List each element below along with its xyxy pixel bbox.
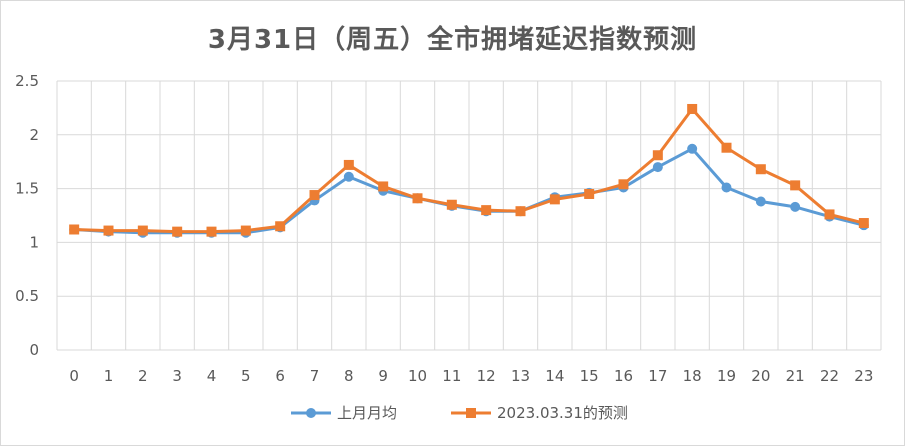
data-point bbox=[652, 162, 663, 173]
data-point bbox=[790, 201, 801, 212]
legend-label: 2023.03.31的预测 bbox=[497, 404, 628, 422]
data-point bbox=[687, 103, 698, 114]
data-point bbox=[343, 159, 354, 170]
data-point bbox=[206, 226, 217, 237]
x-tick-label: 20 bbox=[751, 367, 770, 385]
data-point bbox=[687, 143, 698, 154]
data-point bbox=[755, 196, 766, 207]
chart-title: 3月31日（周五）全市拥堵延迟指数预测 bbox=[207, 25, 698, 55]
data-point bbox=[343, 171, 354, 182]
data-point bbox=[481, 205, 492, 216]
x-tick-label: 22 bbox=[820, 367, 839, 385]
data-point bbox=[137, 225, 148, 236]
legend-item-2: 2023.03.31的预测 bbox=[451, 404, 628, 422]
y-tick-label: 1.5 bbox=[15, 180, 39, 198]
y-tick-label: 0.5 bbox=[15, 287, 39, 305]
x-tick-label: 2 bbox=[138, 367, 148, 385]
series-line bbox=[74, 107, 865, 234]
x-tick-label: 12 bbox=[477, 367, 496, 385]
x-tick-label: 16 bbox=[614, 367, 633, 385]
x-tick-label: 10 bbox=[408, 367, 427, 385]
x-tick-label: 21 bbox=[786, 367, 805, 385]
x-tick-label: 23 bbox=[854, 367, 873, 385]
x-tick-label: 3 bbox=[172, 367, 182, 385]
data-point bbox=[515, 206, 526, 217]
x-tick-label: 11 bbox=[442, 367, 461, 385]
y-tick-label: 0 bbox=[29, 341, 39, 359]
x-tick-label: 6 bbox=[275, 367, 285, 385]
data-point bbox=[69, 224, 80, 235]
legend-label: 上月月均 bbox=[337, 404, 397, 422]
data-point bbox=[721, 182, 732, 193]
data-point bbox=[790, 180, 801, 191]
x-tick-label: 13 bbox=[511, 367, 530, 385]
data-point bbox=[858, 218, 869, 229]
y-tick-label: 2 bbox=[29, 126, 39, 144]
data-point bbox=[412, 193, 423, 204]
data-point bbox=[275, 221, 286, 232]
data-point bbox=[172, 226, 183, 237]
data-point bbox=[584, 188, 595, 199]
x-tick-label: 4 bbox=[207, 367, 217, 385]
data-point bbox=[240, 225, 251, 236]
y-axis-ticks: 0 0.5 1 1.5 2 2.5 bbox=[15, 72, 39, 359]
x-tick-label: 15 bbox=[580, 367, 599, 385]
x-tick-label: 9 bbox=[378, 367, 388, 385]
x-tick-label: 19 bbox=[717, 367, 736, 385]
legend: 上月月均 2023.03.31的预测 bbox=[291, 404, 628, 422]
x-tick-label: 18 bbox=[683, 367, 702, 385]
legend-marker bbox=[466, 408, 476, 418]
data-point bbox=[309, 190, 320, 201]
data-point bbox=[549, 194, 560, 205]
data-point bbox=[446, 199, 457, 210]
data-point bbox=[721, 142, 732, 153]
x-tick-label: 14 bbox=[545, 367, 564, 385]
legend-marker bbox=[306, 408, 316, 418]
legend-item-1: 上月月均 bbox=[291, 404, 397, 422]
data-point bbox=[618, 179, 629, 190]
x-tick-label: 5 bbox=[241, 367, 251, 385]
data-point bbox=[103, 225, 114, 236]
x-tick-label: 7 bbox=[310, 367, 320, 385]
data-point bbox=[755, 164, 766, 175]
y-tick-label: 1 bbox=[29, 233, 39, 251]
grid-lines bbox=[56, 80, 882, 351]
series-group bbox=[69, 103, 869, 238]
series-2 bbox=[69, 103, 869, 237]
x-tick-label: 17 bbox=[648, 367, 667, 385]
x-tick-label: 8 bbox=[344, 367, 354, 385]
data-point bbox=[378, 181, 389, 192]
y-tick-label: 2.5 bbox=[15, 72, 39, 90]
data-point bbox=[824, 209, 835, 220]
x-tick-label: 0 bbox=[69, 367, 79, 385]
data-point bbox=[652, 150, 663, 161]
x-axis-ticks: 0 1 2 3 4 5 6 7 8 9 10 11 12 13 14 15 16 17 18 19 20 21 22 23 bbox=[69, 367, 873, 385]
x-tick-label: 1 bbox=[104, 367, 114, 385]
